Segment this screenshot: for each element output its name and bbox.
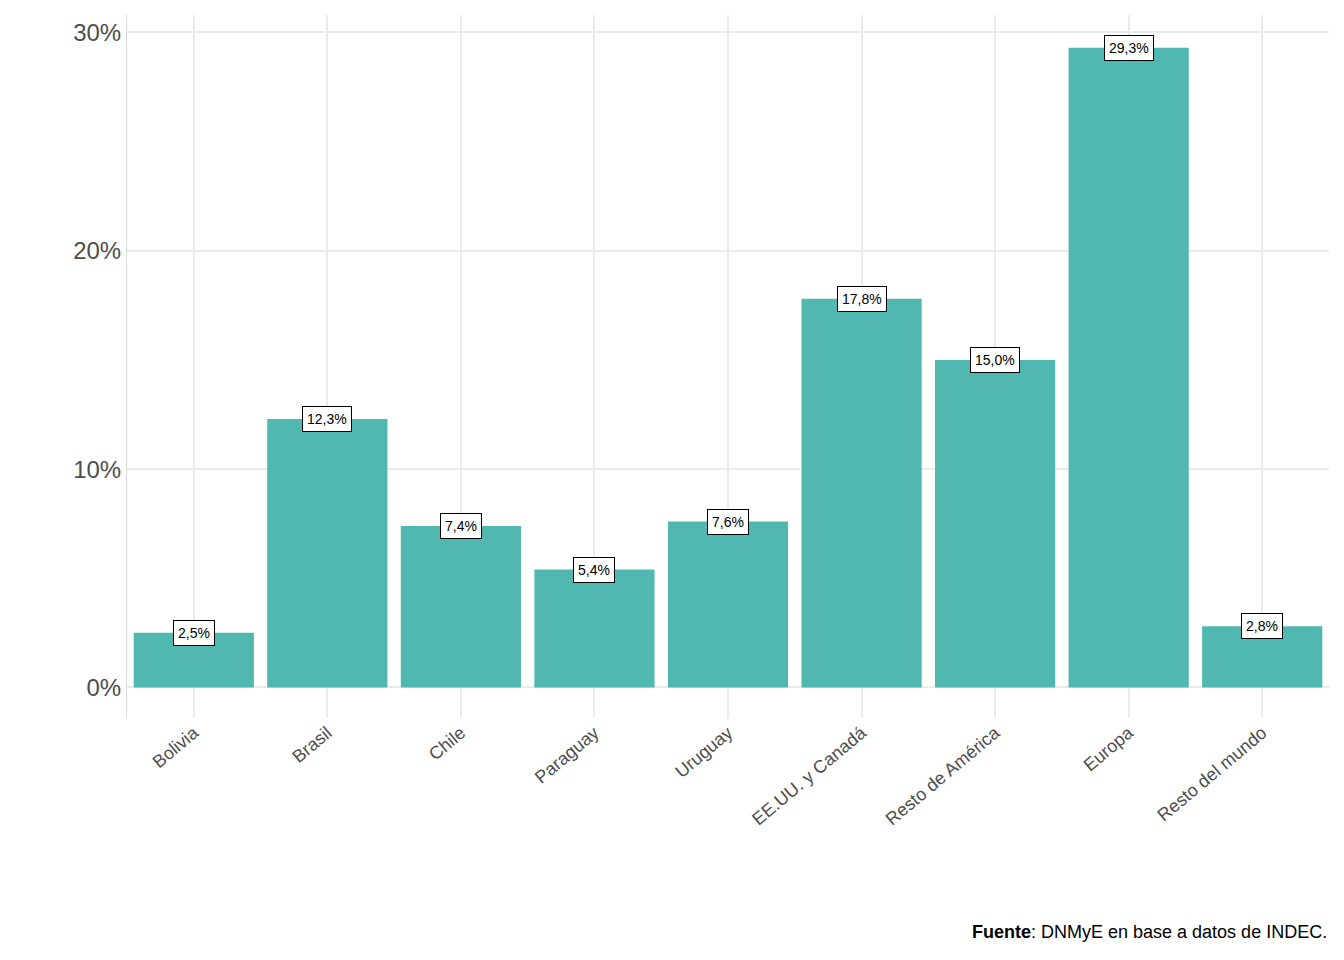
svg-text:EE.UU. y Canadá: EE.UU. y Canadá xyxy=(748,722,870,829)
svg-text:Europa: Europa xyxy=(1080,722,1138,775)
svg-text:30%: 30% xyxy=(73,19,121,46)
svg-text:Resto del mundo: Resto del mundo xyxy=(1153,723,1270,826)
svg-text:Fuente: DNMyE en base a datos: Fuente: DNMyE en base a datos de INDEC. xyxy=(972,922,1327,942)
svg-text:20%: 20% xyxy=(73,237,121,264)
svg-text:10%: 10% xyxy=(73,456,121,483)
svg-text:7,4%: 7,4% xyxy=(445,518,477,534)
svg-text:12,3%: 12,3% xyxy=(307,411,347,427)
svg-text:Uruguay: Uruguay xyxy=(671,723,736,782)
svg-text:Brasil: Brasil xyxy=(288,723,335,767)
svg-text:0%: 0% xyxy=(87,674,122,701)
svg-text:29,3%: 29,3% xyxy=(1109,40,1149,56)
svg-text:Paraguay: Paraguay xyxy=(531,723,603,788)
svg-text:Bolivia: Bolivia xyxy=(149,722,203,772)
svg-text:2,5%: 2,5% xyxy=(178,625,210,641)
svg-text:2,8%: 2,8% xyxy=(1246,618,1278,634)
svg-text:Resto de América: Resto de América xyxy=(882,722,1004,829)
svg-text:Chile: Chile xyxy=(425,723,469,765)
svg-text:17,8%: 17,8% xyxy=(842,291,882,307)
svg-text:15,0%: 15,0% xyxy=(975,352,1015,368)
svg-text:7,6%: 7,6% xyxy=(712,514,744,530)
svg-text:5,4%: 5,4% xyxy=(578,562,610,578)
